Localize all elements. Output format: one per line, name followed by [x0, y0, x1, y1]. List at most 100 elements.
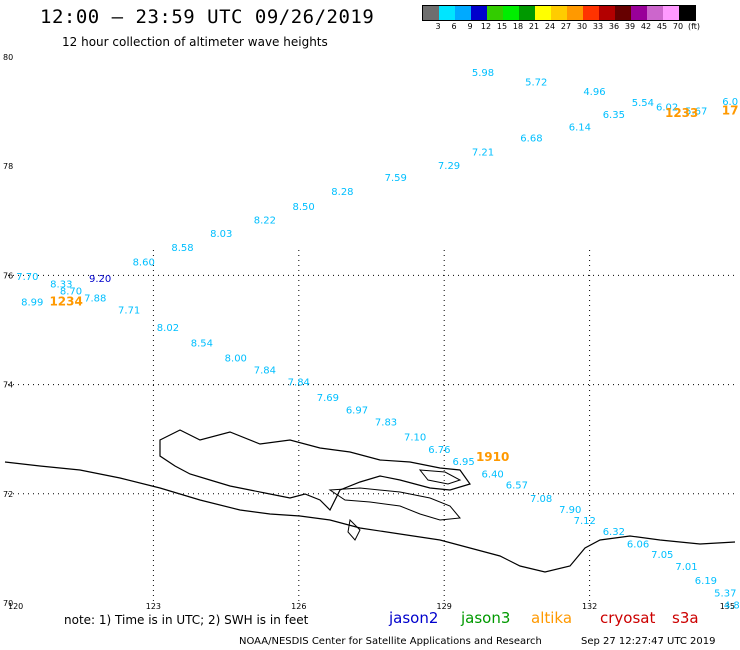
colorbar-swatch [567, 6, 583, 20]
wave-height-value: 4.96 [583, 87, 605, 98]
map-subtitle: 12 hour collection of altimeter wave hei… [62, 35, 328, 49]
colorbar-swatch [647, 6, 663, 20]
colorbar-label: 42 [640, 22, 652, 31]
map-title: 12:00 – 23:59 UTC 09/26/2019 [40, 6, 375, 28]
longitude-tick-label: 129 [437, 602, 452, 611]
latitude-tick-label: 80 [3, 53, 13, 62]
latitude-tick-label: 76 [3, 271, 13, 280]
wave-height-value: 6.68 [520, 134, 542, 145]
longitude-tick-label: 135 [720, 602, 735, 611]
latitude-tick-label: 74 [3, 381, 13, 390]
satellite-legend-jason3: jason3 [461, 609, 511, 627]
wave-height-value: 6.97 [346, 406, 368, 417]
wave-height-value: 6.35 [603, 110, 625, 121]
colorbar-label: 33 [592, 22, 604, 31]
wave-height-value: 7.59 [385, 173, 407, 184]
wave-height-value: 7.70 [16, 272, 38, 283]
colorbar-label: 12 [480, 22, 492, 31]
colorbar-label: 36 [608, 22, 620, 31]
wave-height-value: 6.0 [722, 97, 738, 108]
wave-height-value: 8.99 [21, 297, 43, 308]
wave-height-value: 7.84 [254, 366, 276, 377]
wave-height-value: 8.22 [254, 216, 276, 227]
longitude-tick-label: 126 [291, 602, 306, 611]
latitude-tick-label: 70 [3, 599, 13, 608]
wave-height-value: 8.70 [60, 287, 82, 298]
wave-height-value: 7.05 [651, 550, 673, 561]
wave-height-value: 8.60 [133, 258, 155, 269]
pass-time-label: 1233 [665, 106, 698, 120]
colorbar-label: 18 [512, 22, 524, 31]
satellite-legend-jason2: jason2 [389, 609, 439, 627]
wave-height-colorbar [422, 5, 696, 21]
colorbar-label: 39 [624, 22, 636, 31]
wave-height-value: 8.02 [157, 323, 179, 334]
wave-height-value: 8.58 [171, 243, 193, 254]
wave-height-value: 6.40 [482, 469, 504, 480]
colorbar-swatch [423, 6, 439, 20]
colorbar-swatch [455, 6, 471, 20]
latitude-tick-label: 72 [3, 490, 13, 499]
satellite-legend-s3a: s3a [672, 609, 699, 627]
wave-height-value: 5.72 [525, 77, 547, 88]
wave-height-value: 7.90 [559, 505, 581, 516]
colorbar-label: 24 [544, 22, 556, 31]
wave-height-value: 6.76 [428, 445, 450, 456]
colorbar-swatch [519, 6, 535, 20]
pass-time-label: 1234 [49, 294, 82, 308]
wave-height-value: 7.21 [472, 147, 494, 158]
latitude-tick-label: 78 [3, 162, 13, 171]
wave-height-value: 5.37 [714, 588, 736, 599]
colorbar-swatch [663, 6, 679, 20]
generated-timestamp: Sep 27 12:27:47 UTC 2019 [581, 636, 716, 647]
colorbar-label: 45 [656, 22, 668, 31]
colorbar-swatch [631, 6, 647, 20]
wave-height-value: 7.71 [118, 306, 140, 317]
colorbar-swatch [679, 6, 695, 20]
wave-height-value: 8.00 [225, 354, 247, 365]
satellite-legend-altika: altika [531, 609, 573, 627]
colorbar-label: 9 [467, 22, 473, 31]
colorbar-swatch [615, 6, 631, 20]
wave-height-value: 7.08 [530, 494, 552, 505]
credit-line: NOAA/NESDIS Center for Satellite Applica… [239, 636, 542, 647]
wave-height-value: 6.57 [506, 480, 528, 491]
satellite-legend-cryosat: cryosat [600, 609, 656, 627]
coastline-delta [159, 429, 471, 512]
colorbar-swatch [439, 6, 455, 20]
wave-height-value: 8.50 [293, 202, 315, 213]
wave-height-value: 5.98 [472, 68, 494, 79]
longitude-tick-label: 123 [146, 602, 161, 611]
footer-note: note: 1) Time is in UTC; 2) SWH is in fe… [64, 613, 309, 627]
wave-height-value: 6.95 [452, 457, 474, 468]
pass-time-label: 17 [722, 103, 739, 117]
wave-height-value: 7.88 [84, 294, 106, 305]
coastline-mainland [4, 461, 736, 573]
wave-height-value: 9.20 [89, 274, 111, 285]
colorbar-label: 15 [496, 22, 508, 31]
colorbar-swatch [535, 6, 551, 20]
colorbar-label: 3 [435, 22, 441, 31]
wave-height-value: 4.86 [724, 600, 740, 611]
colorbar-label: 70 [672, 22, 684, 31]
colorbar-swatch [551, 6, 567, 20]
wave-height-value: 8.33 [50, 279, 72, 290]
wave-height-value: 8.28 [331, 187, 353, 198]
wave-height-value: 7.12 [574, 516, 596, 527]
wave-height-value: 7.01 [675, 562, 697, 573]
coastline-layer [4, 429, 736, 573]
wave-height-value: 6.06 [627, 539, 649, 550]
wave-height-value: 6.19 [695, 576, 717, 587]
wave-height-value: 7.29 [438, 161, 460, 172]
wave-height-value: 7.10 [404, 432, 426, 443]
wave-height-value: 6.14 [569, 123, 591, 134]
longitude-tick-label: 120 [8, 602, 23, 611]
wave-height-value: 8.03 [210, 229, 232, 240]
colorbar-swatch [487, 6, 503, 20]
wave-height-value: 7.84 [288, 378, 310, 389]
colorbar-label: 21 [528, 22, 540, 31]
colorbar-swatch [583, 6, 599, 20]
wave-height-value: 8.54 [191, 338, 213, 349]
wave-height-value: 6.32 [603, 527, 625, 538]
